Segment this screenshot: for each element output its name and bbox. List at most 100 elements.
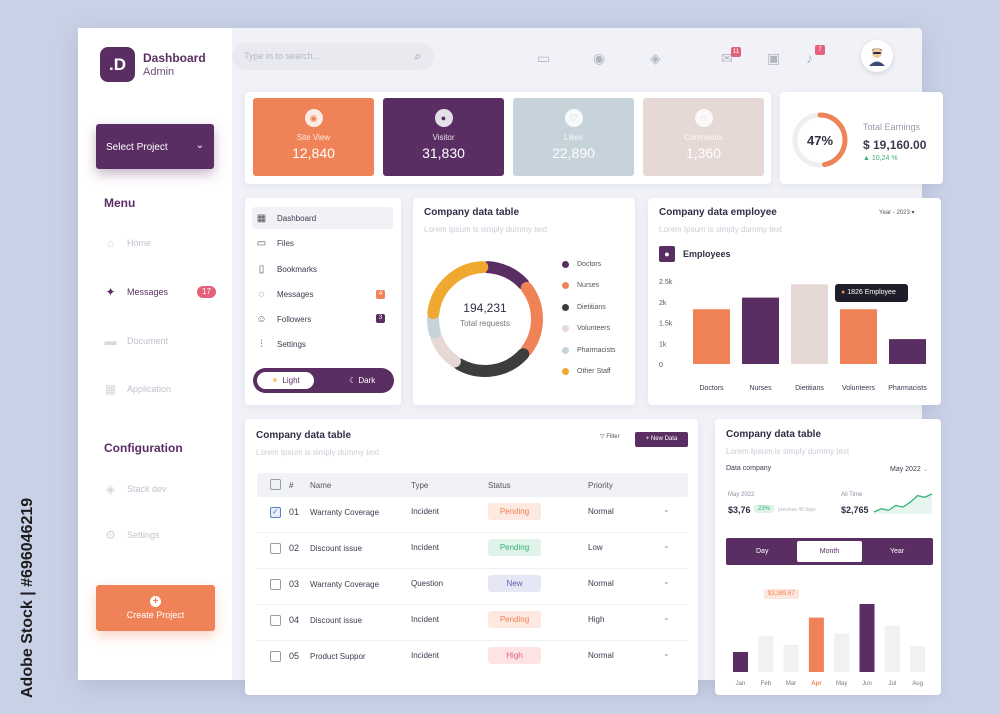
bar-jan <box>733 652 748 672</box>
row-checkbox[interactable]: ✓ <box>270 507 281 518</box>
theme-dark-option[interactable]: ☾ Dark <box>349 376 376 385</box>
theme-toggle[interactable]: ☀ Light ☾ Dark <box>253 368 394 393</box>
sidebar-item-application[interactable]: ▦ Application <box>104 381 172 396</box>
stat-site-view[interactable]: ◉ Site View 12,840 <box>253 98 374 176</box>
legend-dot <box>562 325 569 333</box>
bar-mar <box>783 644 799 672</box>
stat-likes[interactable]: ♡ Likes 22,890 <box>513 98 634 176</box>
quick-menu-bookmarks[interactable]: ▯ Bookmarks <box>256 264 317 275</box>
column-header-status[interactable]: Status <box>488 481 511 490</box>
window-icon[interactable]: ▭ <box>537 50 551 66</box>
user-icon: ● <box>659 246 675 262</box>
legend-dot <box>562 261 569 268</box>
bar-apr <box>808 617 824 672</box>
gear-icon: ⚙ <box>105 527 116 542</box>
select-project-label: Select Project <box>106 142 168 153</box>
earnings-change: ▲ 10,24 % <box>863 155 898 162</box>
x-tick-label: Jun <box>862 681 872 687</box>
sidebar-item-messages[interactable]: ✦ Messages <box>105 284 169 299</box>
stat-visitor[interactable]: ● Visitor 31,830 <box>383 98 504 176</box>
legend-item: Doctors <box>562 261 601 268</box>
row-name: Warranty Coverage <box>310 580 380 589</box>
tab-year[interactable]: Year <box>890 548 905 555</box>
contact-icon[interactable]: ▣ <box>767 50 781 66</box>
user-icon: ● <box>434 109 453 127</box>
sidebar-item-stack-dev[interactable]: ◈ Stack dev <box>105 481 167 496</box>
comment-icon: ◌ <box>694 109 713 127</box>
monthly-card-subtitle: Lorem Ipsum is simply dummy text <box>726 447 850 456</box>
quick-menu-followers[interactable]: ☺ Followers <box>256 314 312 325</box>
svg-text:Adobe Stock | #696046219: Adobe Stock | #696046219 <box>19 498 36 698</box>
chevron-down-icon[interactable]: ⌄ <box>663 541 670 550</box>
select-project-dropdown[interactable]: Select Project ⌄ <box>96 124 214 169</box>
bell-icon[interactable]: ♪ <box>806 50 813 66</box>
column-header-name[interactable]: Name <box>310 481 332 490</box>
folder-icon: ▬ <box>104 333 117 348</box>
select-all-checkbox[interactable] <box>270 479 281 490</box>
mail-badge: 11 <box>731 47 741 57</box>
new-data-button[interactable]: + New Data <box>635 432 688 447</box>
sidebar-item-settings[interactable]: ⚙ Settings <box>105 527 160 542</box>
create-project-button[interactable]: + Create Project <box>96 585 215 631</box>
chevron-down-icon[interactable]: ⌄ <box>663 649 670 658</box>
status-badge: Pending <box>488 503 541 520</box>
y-tick-label: 2k <box>659 300 667 307</box>
quick-menu-files[interactable]: ▭ Files <box>256 238 294 249</box>
eye-icon: ◉ <box>304 109 323 127</box>
donut-total-label: Total requests <box>460 319 510 328</box>
logo[interactable]: .D <box>100 47 135 82</box>
column-header-priority[interactable]: Priority <box>588 481 613 490</box>
chevron-down-icon: ▾ <box>911 210 915 216</box>
bookmark-icon: ▯ <box>258 264 265 275</box>
quick-menu-settings[interactable]: ⫶ Settings <box>256 339 306 350</box>
x-tick-label: Jul <box>888 681 896 687</box>
quick-menu-dashboard[interactable]: ▦ Dashboard <box>256 213 317 224</box>
tab-day[interactable]: Day <box>756 548 769 555</box>
configuration-section-title: Configuration <box>104 441 183 455</box>
stat-comments[interactable]: ◌ Comments 1,360 <box>643 98 764 176</box>
year-select[interactable]: Year - 2023 ▾ <box>879 210 915 216</box>
sidebar-item-document[interactable]: ▬ Document <box>104 333 169 348</box>
mail-icon[interactable]: ✉ <box>721 50 733 66</box>
chevron-down-icon[interactable]: ⌄ <box>663 577 670 586</box>
row-divider <box>257 532 688 533</box>
donut-slice-dietitians <box>453 348 530 377</box>
avatar[interactable] <box>861 40 893 72</box>
x-tick-label: Nurses <box>749 385 772 392</box>
search-icon[interactable]: ⌕ <box>414 49 421 63</box>
row-checkbox[interactable] <box>270 615 281 626</box>
row-type: Incident <box>411 651 440 660</box>
earnings-percent: 47% <box>807 133 833 148</box>
theme-light-option[interactable]: ☀ Light <box>257 372 314 389</box>
row-checkbox[interactable] <box>270 579 281 590</box>
column-header-type[interactable]: Type <box>411 481 429 490</box>
tab-month[interactable]: Month <box>797 541 862 562</box>
sparkline-line <box>873 493 933 513</box>
data-table-card <box>245 419 698 695</box>
employee-card-subtitle: Lorem Ipsum is simply dummy text <box>659 225 783 234</box>
row-name: Discount issue <box>310 544 363 553</box>
messages-badge: 17 <box>197 286 216 298</box>
column-header-num[interactable]: # <box>289 481 294 490</box>
all-time-label: All Time <box>841 492 863 498</box>
month-select[interactable]: May 2022 ⌄ <box>890 466 929 473</box>
row-priority: Normal <box>588 507 614 516</box>
row-checkbox[interactable] <box>270 543 281 554</box>
chevron-down-icon[interactable]: ⌄ <box>663 505 670 514</box>
row-number: 05 <box>289 651 300 661</box>
donut-slice-nurses <box>520 281 543 357</box>
chevron-down-icon: ⌄ <box>922 466 929 473</box>
filter-button[interactable]: ▽ Filter <box>600 434 620 440</box>
employee-tooltip: ● 1826 Employee <box>835 284 908 302</box>
all-time-sparkline <box>873 493 933 514</box>
sidebar-item-home[interactable]: ⌂ Home <box>104 236 151 250</box>
row-checkbox[interactable] <box>270 651 281 662</box>
quick-menu-messages[interactable]: ◌ Messages <box>256 289 314 300</box>
layers-icon[interactable]: ◈ <box>650 50 661 66</box>
chevron-down-icon[interactable]: ⌄ <box>663 613 670 622</box>
search-input[interactable]: Type in to search... ⌕ <box>232 43 434 70</box>
employee-bar-chart: 2.5k 2k 1.5k 1k 0 Doctors Nurses Dietitians Volu… <box>659 279 927 392</box>
y-tick-label: 2.5k <box>659 279 673 286</box>
database-icon[interactable]: ◉ <box>593 50 606 66</box>
brand-subtitle: Admin <box>143 66 175 78</box>
